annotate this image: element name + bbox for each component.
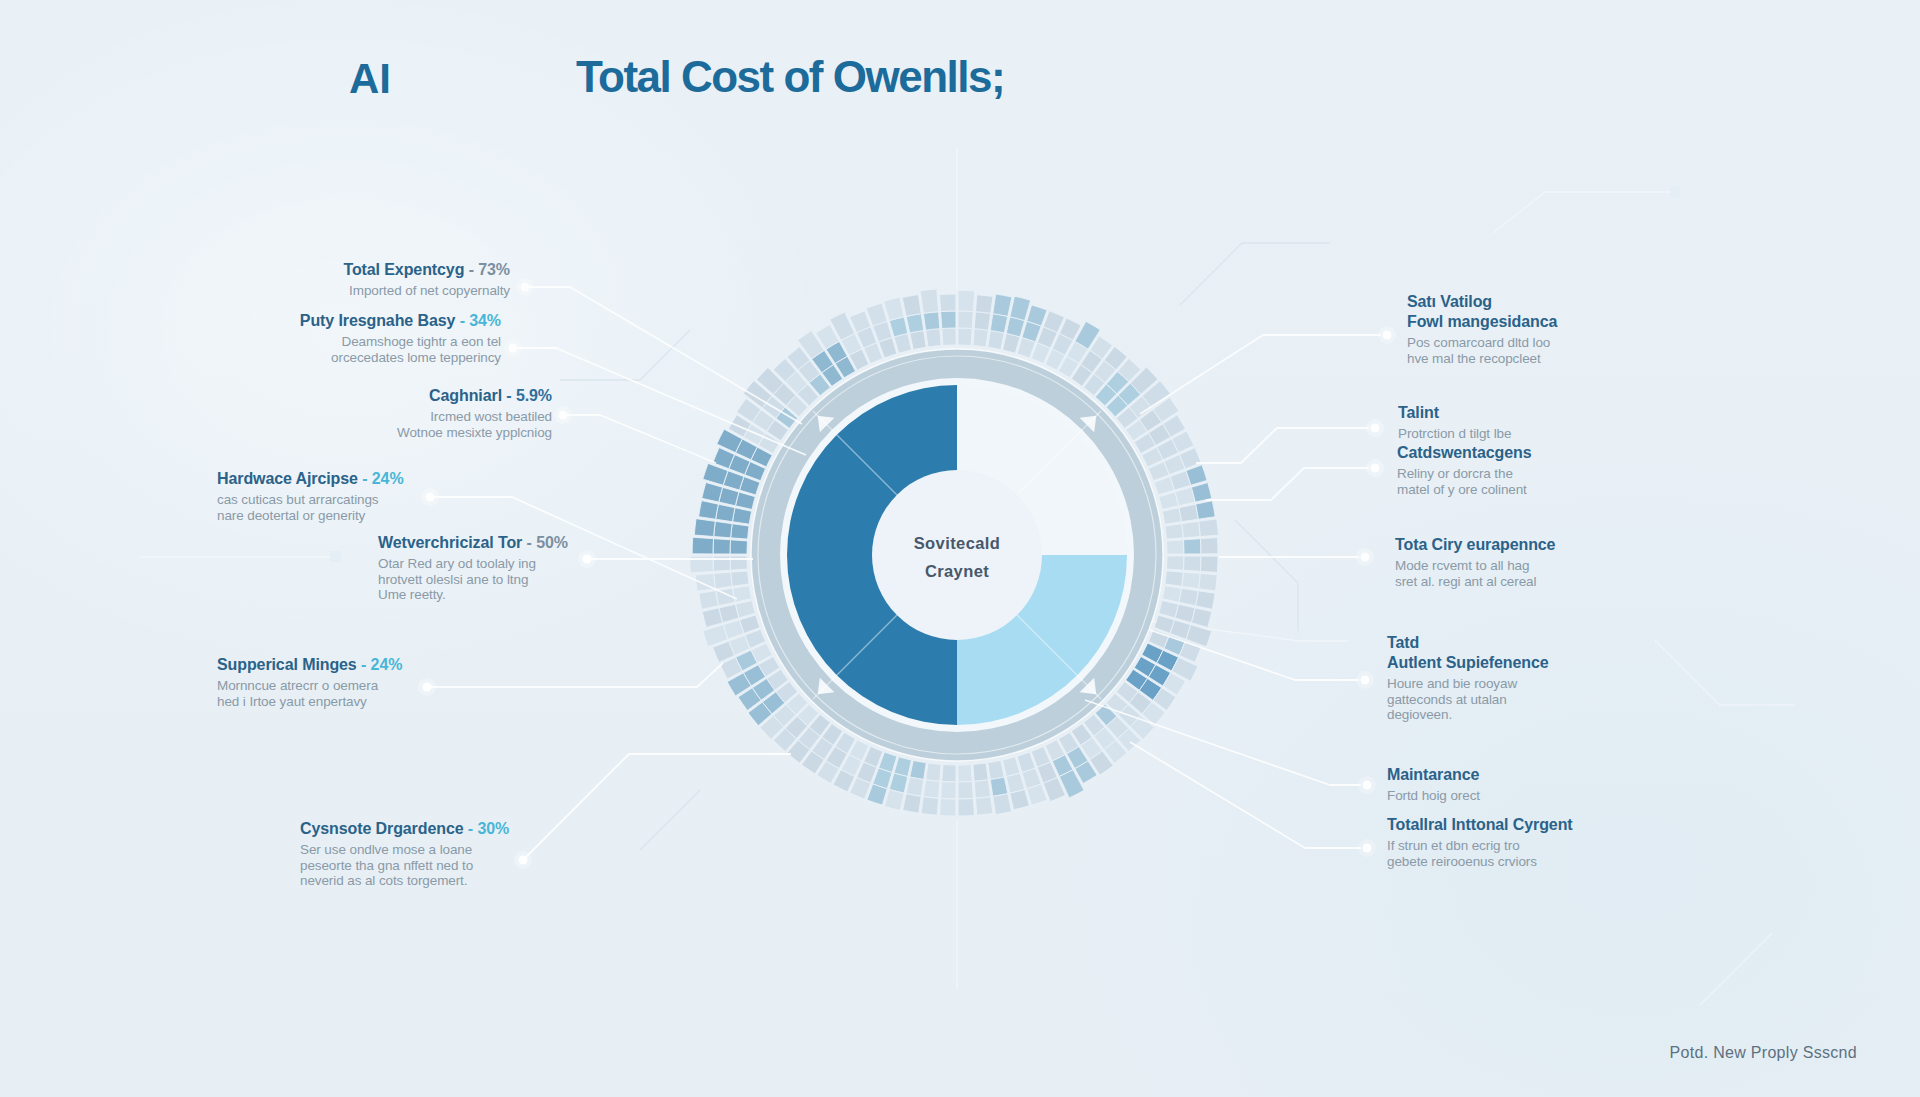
- center-label-line1: Sovitecald: [914, 534, 1001, 552]
- callout-heading: Satı Vatilog Fowl mangesidanca: [1407, 292, 1557, 332]
- callout-pct: - 5.9%: [506, 387, 552, 404]
- connector-right-3: [1206, 468, 1369, 500]
- callout-desc: Fortd hoig orect: [1387, 788, 1480, 804]
- callout-totallral: Totallral Inttonal Cyrgent If strun et d…: [1387, 815, 1573, 869]
- callout-desc: Reliny or dorcra the matel of y ore coli…: [1397, 466, 1532, 497]
- connector-left-7: [523, 754, 791, 860]
- callout-wetverchricizal: Wetverchricizal Tor - 50% Otar Red ary o…: [378, 533, 568, 603]
- callout-heading: Totallral Inttonal Cyrgent: [1387, 815, 1573, 835]
- callout-desc: Pos comarcoard dltd loo hve mal the reco…: [1407, 335, 1557, 366]
- callout-maintarance: Maintarance Fortd hoig orect: [1387, 765, 1480, 804]
- callout-talint: Talint Protrction d tilgt lbe: [1398, 403, 1511, 442]
- callout-sati-vatilog: Satı Vatilog Fowl mangesidanca Pos comar…: [1407, 292, 1557, 366]
- callout-pct: - 34%: [460, 312, 501, 329]
- callout-catdswentacgens: Catdswentacgens Reliny or dorcra the mat…: [1397, 443, 1532, 497]
- callout-pct: - 50%: [527, 534, 568, 551]
- callout-desc: If strun et dbn ecrig tro gebete reirooe…: [1387, 838, 1573, 869]
- callout-desc: Ircmed wost beatiled Wotnoe mesixte yppl…: [397, 409, 552, 440]
- callout-pct: - 24%: [361, 656, 402, 673]
- title-row: AI Total Cost of Owenlls;: [0, 52, 1920, 112]
- callout-desc: cas cuticas but arrarcatings nare deoter…: [217, 492, 404, 523]
- connector-right-2: [1196, 428, 1369, 463]
- callout-desc: Mode rcvemt to all hag sret al. regi ant…: [1395, 558, 1555, 589]
- callout-heading: Catdswentacgens: [1397, 443, 1532, 463]
- footer-credit: Potd. New Proply Ssscnd: [1670, 1044, 1857, 1062]
- callout-pct: - 30%: [468, 820, 509, 837]
- callout-supperical: Supperical Minges - 24% Mornncue atrecrr…: [217, 655, 402, 709]
- callout-heading: Wetverchricizal Tor: [378, 534, 522, 551]
- connector-left-3: [563, 415, 716, 463]
- callout-desc: Ser use ondlve mose a loane peseorte tha…: [300, 842, 509, 889]
- callout-cysnsote: Cysnsote Drgardence - 30% Ser use ondlve…: [300, 819, 509, 889]
- connector-right-7: [1130, 742, 1361, 848]
- callout-heading: Puty Iresgnahe Basy: [300, 312, 456, 329]
- callout-heading: Cysnsote Drgardence: [300, 820, 464, 837]
- callout-heading: Total Expentcyg: [343, 261, 464, 278]
- connector-left-6: [427, 663, 723, 687]
- callout-pct: - 73%: [469, 261, 510, 278]
- callout-pct: - 24%: [362, 470, 403, 487]
- center-circle: [872, 470, 1042, 640]
- callout-desc: Mornncue atrecrr o oemera hed i Irtoe ya…: [217, 678, 402, 709]
- callout-heading: Talint: [1398, 403, 1511, 423]
- callout-heading: Tota Ciry eurapennce: [1395, 535, 1555, 555]
- callout-puty-iresgnahe: Puty Iresgnahe Basy - 34% Deamshoge tigh…: [300, 311, 501, 365]
- callout-heading: Tatd Autlent Supiefenence: [1387, 633, 1549, 673]
- connector-right-1: [1140, 335, 1381, 414]
- callout-tota-ciry: Tota Ciry eurapennce Mode rcvemt to all …: [1395, 535, 1555, 589]
- callout-desc: Otar Red ary od toolaly ing hrotvett ole…: [378, 556, 568, 603]
- callout-total-expentcyg: Total Expentcyg - 73% Imported of net co…: [343, 260, 510, 299]
- callout-desc: Imported of net copyernalty: [343, 283, 510, 299]
- center-label-line2: Craynet: [925, 562, 989, 580]
- page-title: Total Cost of Owenlls;: [560, 52, 1020, 102]
- callout-desc: Houre and bie rooyaw gatteconds at utala…: [1387, 676, 1549, 723]
- callout-heading: Maintarance: [1387, 765, 1480, 785]
- callout-caghniarl: Caghniarl - 5.9% Ircmed wost beatiled Wo…: [397, 386, 552, 440]
- callout-desc: Protrction d tilgt lbe: [1398, 426, 1511, 442]
- callout-heading: Supperical Minges: [217, 656, 357, 673]
- callout-hardwace: Hardwace Ajrcipse - 24% cas cuticas but …: [217, 469, 404, 523]
- chart-center: Sovitecald Craynet: [872, 470, 1042, 640]
- donut-chart-canvas: Sovitecald Craynet: [0, 0, 1920, 1097]
- callout-autlent: Tatd Autlent Supiefenence Houre and bie …: [1387, 633, 1549, 723]
- callout-heading: Caghniarl: [429, 387, 502, 404]
- title-prefix: AI: [330, 55, 410, 103]
- infographic-background: Sovitecald Craynet AI Total Cost of Owen…: [0, 0, 1920, 1097]
- callout-desc: Deamshoge tightr a eon tel orcecedates l…: [300, 334, 501, 365]
- callout-heading: Hardwace Ajrcipse: [217, 470, 358, 487]
